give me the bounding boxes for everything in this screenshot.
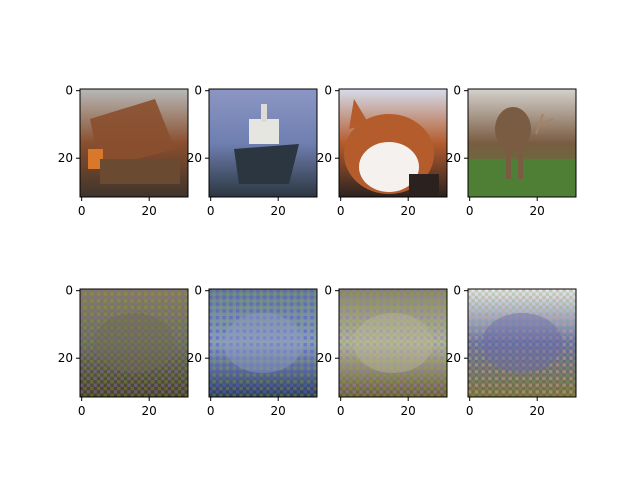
axes-frame [208, 88, 318, 198]
x-tick-label: 20 [271, 404, 286, 418]
axes-frame [79, 288, 189, 398]
noise-texture [468, 289, 576, 397]
y-tick-label: 20 [58, 351, 73, 365]
x-tick-label: 20 [401, 204, 416, 218]
y-tick-label: 20 [446, 351, 461, 365]
x-tick-label: 20 [401, 404, 416, 418]
x-tick-label: 20 [530, 204, 545, 218]
panel-bottom-4: 0 20 0 20 [446, 284, 577, 418]
x-tick-label: 0 [466, 404, 474, 418]
axes-frame [208, 288, 318, 398]
noise-texture [209, 289, 317, 397]
noise-texture [80, 289, 188, 397]
panel-top-2: 0 20 0 20 [187, 84, 318, 218]
x-tick-label: 20 [530, 404, 545, 418]
x-tick-label: 0 [466, 204, 474, 218]
panel-top-1: 0 20 0 20 [58, 84, 189, 218]
panel-top-4: 0 20 0 20 [446, 84, 577, 218]
y-tick-label: 0 [453, 284, 461, 298]
axes-frame [467, 88, 577, 198]
y-tick-label: 0 [65, 84, 73, 98]
y-tick-label: 20 [317, 351, 332, 365]
noise-texture [339, 289, 447, 397]
axes-frame [338, 88, 448, 198]
panel-bottom-1: 0 20 0 20 [58, 284, 189, 418]
x-tick-label: 0 [337, 204, 345, 218]
x-tick-label: 0 [78, 404, 86, 418]
axes-frame [79, 88, 189, 198]
y-tick-label: 20 [317, 151, 332, 165]
x-tick-label: 20 [271, 204, 286, 218]
y-tick-label: 0 [324, 284, 332, 298]
x-tick-label: 20 [142, 204, 157, 218]
panel-bottom-2: 0 20 0 20 [187, 284, 318, 418]
y-tick-label: 0 [65, 284, 73, 298]
panel-top-3: 0 20 0 20 [317, 84, 448, 218]
y-tick-label: 0 [453, 84, 461, 98]
y-tick-label: 0 [194, 84, 202, 98]
image-subject [344, 99, 439, 197]
y-tick-label: 20 [187, 351, 202, 365]
panel-bottom-3: 0 20 0 20 [317, 284, 448, 418]
x-tick-label: 0 [78, 204, 86, 218]
x-tick-label: 20 [142, 404, 157, 418]
x-tick-label: 0 [337, 404, 345, 418]
y-tick-label: 20 [446, 151, 461, 165]
y-tick-label: 0 [194, 284, 202, 298]
axes-frame [338, 288, 448, 398]
x-tick-label: 0 [207, 204, 215, 218]
image-subject [88, 99, 180, 184]
axes-frame [467, 288, 577, 398]
image-subject [468, 107, 576, 197]
x-tick-label: 0 [207, 404, 215, 418]
y-tick-label: 20 [58, 151, 73, 165]
image-subject [234, 104, 299, 184]
y-tick-label: 0 [324, 84, 332, 98]
y-tick-label: 20 [187, 151, 202, 165]
